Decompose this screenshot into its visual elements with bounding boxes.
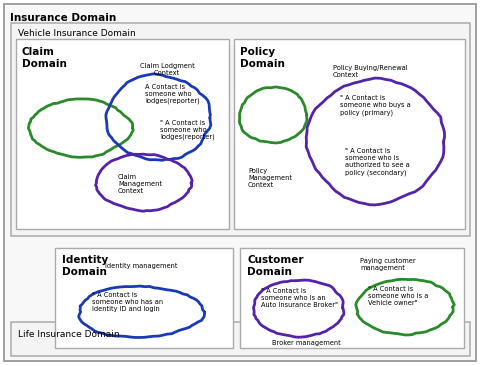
FancyBboxPatch shape: [234, 39, 465, 229]
Text: " A Contact is
someone who is a
Vehicle owner": " A Contact is someone who is a Vehicle …: [368, 286, 428, 306]
Text: " A Contact is
someone who is
authorized to see a
policy (secondary): " A Contact is someone who is authorized…: [345, 148, 410, 176]
Text: Paying customer
management: Paying customer management: [360, 258, 416, 271]
Text: " A Contact is
someone who buys a
policy (primary): " A Contact is someone who buys a policy…: [340, 95, 411, 115]
FancyBboxPatch shape: [240, 248, 464, 348]
Text: Policy
Management
Context: Policy Management Context: [248, 168, 292, 188]
Text: Claim
Domain: Claim Domain: [22, 47, 67, 69]
Text: " A Contact is
someone who has an
identity ID and login: " A Contact is someone who has an identi…: [92, 292, 163, 312]
FancyBboxPatch shape: [16, 39, 229, 229]
Text: Identity
Domain: Identity Domain: [62, 255, 108, 277]
Text: A Contact is
someone who
lodges(reporter): A Contact is someone who lodges(reporter…: [145, 84, 200, 104]
FancyBboxPatch shape: [11, 23, 470, 236]
Text: Claim
Management
Context: Claim Management Context: [118, 174, 162, 194]
Text: Claim Lodgment
Context: Claim Lodgment Context: [140, 63, 194, 76]
Text: " A Contact is
someone who is an
Auto Insurance Broker": " A Contact is someone who is an Auto In…: [261, 288, 338, 308]
Text: Customer
Domain: Customer Domain: [247, 255, 303, 277]
Text: " A Contact is
someone who
lodges(reporter): " A Contact is someone who lodges(report…: [160, 120, 215, 141]
Text: Vehicle Insurance Domain: Vehicle Insurance Domain: [18, 29, 136, 38]
Text: Policy
Domain: Policy Domain: [240, 47, 285, 69]
Text: Policy Buying/Renewal
Context: Policy Buying/Renewal Context: [333, 65, 408, 78]
Text: Life Insurance Domain: Life Insurance Domain: [18, 330, 120, 339]
Text: Broker management: Broker management: [272, 340, 341, 346]
FancyBboxPatch shape: [4, 4, 476, 361]
Text: Identity management: Identity management: [105, 263, 178, 269]
FancyBboxPatch shape: [11, 322, 470, 356]
FancyBboxPatch shape: [55, 248, 233, 348]
Text: Insurance Domain: Insurance Domain: [10, 13, 116, 23]
